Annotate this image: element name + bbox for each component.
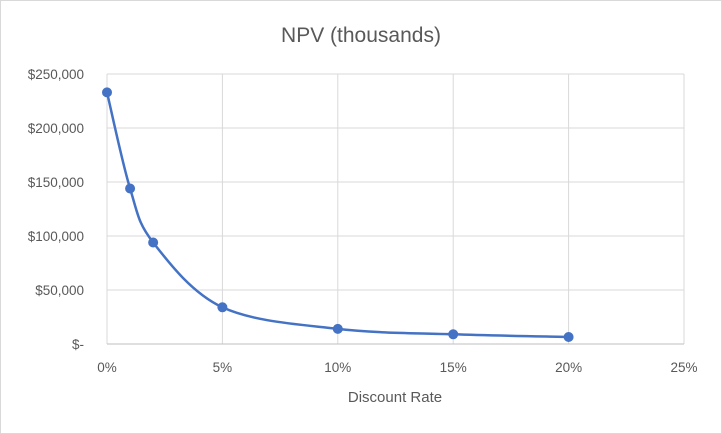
data-point xyxy=(125,183,136,194)
x-tick-label: 25% xyxy=(670,360,697,375)
x-axis-title: Discount Rate xyxy=(348,389,442,406)
x-tick-label: 20% xyxy=(555,360,582,375)
y-tick-label: $50,000 xyxy=(35,283,84,298)
data-point xyxy=(102,87,112,98)
series-layer xyxy=(102,87,574,342)
x-tick-label: 15% xyxy=(440,360,467,375)
chart-title: NPV (thousands) xyxy=(281,24,441,47)
data-point xyxy=(563,331,574,342)
axes: $- $50,000 $100,000 $150,000 $200,000 $250,00… xyxy=(28,67,698,375)
y-tick-label: $200,000 xyxy=(28,121,84,136)
data-point xyxy=(332,323,343,334)
data-point xyxy=(148,237,159,248)
x-tick-label: 5% xyxy=(213,360,233,375)
data-point xyxy=(448,329,459,340)
y-tick-label: $150,000 xyxy=(28,175,84,190)
x-tick-label: 10% xyxy=(324,360,351,375)
y-tick-label: $250,000 xyxy=(28,67,84,82)
x-tick-label: 0% xyxy=(97,360,117,375)
y-tick-label: $- xyxy=(72,337,84,352)
data-point xyxy=(217,302,228,313)
gridlines xyxy=(106,73,685,344)
y-tick-label: $100,000 xyxy=(28,229,84,244)
